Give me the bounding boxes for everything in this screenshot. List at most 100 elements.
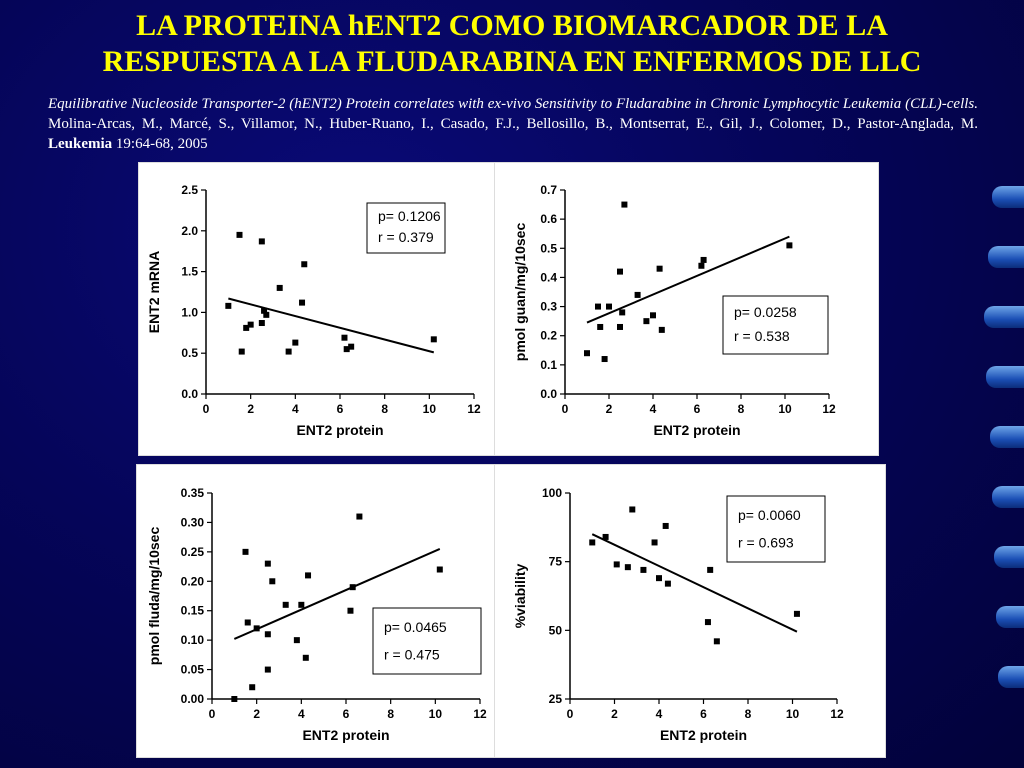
data-point bbox=[249, 684, 256, 691]
data-point bbox=[606, 303, 612, 310]
y-tick-label: 50 bbox=[549, 623, 563, 637]
data-point bbox=[356, 513, 363, 520]
data-point bbox=[436, 566, 443, 573]
data-point bbox=[341, 334, 348, 341]
data-point bbox=[643, 318, 650, 325]
y-tick-label: 0.3 bbox=[540, 300, 557, 314]
x-tick-label: 10 bbox=[778, 402, 792, 416]
data-point bbox=[707, 566, 714, 573]
y-tick-label: 1.0 bbox=[181, 305, 198, 319]
x-tick-label: 6 bbox=[700, 707, 707, 721]
data-point bbox=[430, 336, 437, 343]
x-tick-label: 0 bbox=[203, 402, 210, 416]
x-tick-label: 2 bbox=[606, 402, 613, 416]
data-point bbox=[301, 261, 308, 268]
stats-r-value: r = 0.693 bbox=[738, 534, 794, 550]
data-point bbox=[263, 311, 270, 318]
data-point bbox=[264, 631, 271, 638]
y-tick-label: 0.10 bbox=[181, 633, 205, 647]
y-tick-label: 0.1 bbox=[540, 358, 557, 372]
decoration-bar bbox=[992, 486, 1024, 508]
y-tick-label: 1.5 bbox=[181, 265, 198, 279]
data-point bbox=[343, 346, 350, 353]
data-point bbox=[243, 324, 250, 331]
data-point bbox=[236, 231, 243, 238]
data-point bbox=[713, 638, 720, 645]
data-point bbox=[619, 309, 626, 316]
data-point bbox=[650, 312, 656, 319]
data-point bbox=[698, 262, 705, 269]
y-tick-label: 0.6 bbox=[540, 212, 557, 226]
y-tick-label: 2.0 bbox=[181, 224, 198, 238]
data-point bbox=[786, 242, 793, 249]
data-point bbox=[629, 506, 636, 513]
y-tick-label: 0.5 bbox=[181, 346, 198, 360]
data-point bbox=[793, 610, 800, 617]
y-tick-label: 0.0 bbox=[540, 387, 557, 401]
regression-line bbox=[228, 297, 435, 354]
data-point bbox=[231, 696, 238, 702]
data-point bbox=[242, 548, 249, 555]
x-tick-label: 6 bbox=[343, 707, 350, 721]
y-tick-label: 100 bbox=[542, 486, 562, 500]
x-tick-label: 12 bbox=[830, 707, 844, 721]
data-point bbox=[258, 320, 265, 327]
stats-r-value: r = 0.538 bbox=[734, 328, 790, 344]
y-tick-label: 25 bbox=[549, 692, 563, 706]
x-tick-label: 8 bbox=[745, 707, 752, 721]
stats-p-value: p= 0.1206 bbox=[378, 208, 441, 224]
x-axis-label: ENT2 protein bbox=[296, 422, 383, 438]
x-tick-label: 10 bbox=[786, 707, 800, 721]
data-point bbox=[640, 566, 647, 573]
x-tick-label: 2 bbox=[253, 707, 260, 721]
data-point bbox=[634, 291, 641, 298]
x-axis-label: ENT2 protein bbox=[653, 422, 740, 438]
stats-r-value: r = 0.379 bbox=[378, 229, 434, 245]
data-point bbox=[662, 522, 669, 529]
stats-box bbox=[726, 495, 826, 563]
stats-p-value: p= 0.0258 bbox=[734, 304, 797, 320]
y-tick-label: 0.30 bbox=[181, 515, 205, 529]
data-point bbox=[264, 560, 271, 567]
chart-panel-viability: 0 2 4 6 8 10 12 25 50 75 100 ENT2 protein %viability… bbox=[494, 464, 886, 758]
data-point bbox=[700, 256, 707, 263]
chart-panel-guan: 0 2 4 6 8 10 12 0.0 0.1 0.2 0.3 0.4 0.5 0.6 0.7 ENT2 pr… bbox=[494, 162, 879, 456]
data-point bbox=[258, 238, 265, 245]
x-axis-label: ENT2 protein bbox=[660, 727, 747, 743]
data-point bbox=[285, 348, 292, 355]
y-tick-label: 0.0 bbox=[181, 387, 198, 401]
data-point bbox=[264, 666, 271, 673]
data-point bbox=[349, 584, 356, 591]
title-line-1: LA PROTEINA hENT2 COMO BIOMARCADOR DE LA bbox=[136, 9, 888, 42]
data-point bbox=[595, 303, 601, 310]
chart-guan: 0 2 4 6 8 10 12 0.0 0.1 0.2 0.3 0.4 0.5 0.6 0.7 ENT2 pr… bbox=[512, 183, 836, 438]
citation-title: Equilibrative Nucleoside Transporter-2 (… bbox=[48, 96, 978, 112]
page-title: LA PROTEINA hENT2 COMO BIOMARCADOR DE LA… bbox=[0, 8, 1024, 80]
citation: Equilibrative Nucleoside Transporter-2 (… bbox=[48, 94, 978, 154]
stats-box bbox=[372, 607, 482, 675]
regression-line bbox=[586, 235, 790, 324]
data-point bbox=[651, 539, 658, 546]
data-point bbox=[617, 268, 623, 275]
data-point bbox=[269, 578, 276, 585]
chart-mrna: 0 2 4 6 8 10 12 0.0 0.5 1.0 1.5 2.0 2.5 ENT2 protein E… bbox=[146, 183, 481, 438]
data-point bbox=[238, 348, 245, 355]
stats-box bbox=[366, 202, 446, 254]
x-tick-label: 10 bbox=[423, 402, 437, 416]
decoration-bar bbox=[994, 546, 1024, 568]
y-axis-label: %viability bbox=[512, 564, 528, 629]
y-tick-label: 0.05 bbox=[181, 663, 205, 677]
x-tick-label: 2 bbox=[247, 402, 254, 416]
data-point bbox=[624, 564, 631, 571]
x-tick-label: 8 bbox=[387, 707, 394, 721]
data-point bbox=[601, 356, 608, 363]
y-tick-label: 0.25 bbox=[181, 545, 205, 559]
x-tick-label: 4 bbox=[292, 402, 299, 416]
decoration-bar bbox=[984, 306, 1024, 328]
data-point bbox=[347, 607, 354, 614]
data-point bbox=[299, 299, 306, 306]
x-tick-label: 12 bbox=[822, 402, 836, 416]
stats-p-value: p= 0.0465 bbox=[384, 619, 447, 635]
data-point bbox=[584, 350, 590, 357]
chart-viability: 0 2 4 6 8 10 12 25 50 75 100 ENT2 protein %viability… bbox=[512, 486, 844, 743]
